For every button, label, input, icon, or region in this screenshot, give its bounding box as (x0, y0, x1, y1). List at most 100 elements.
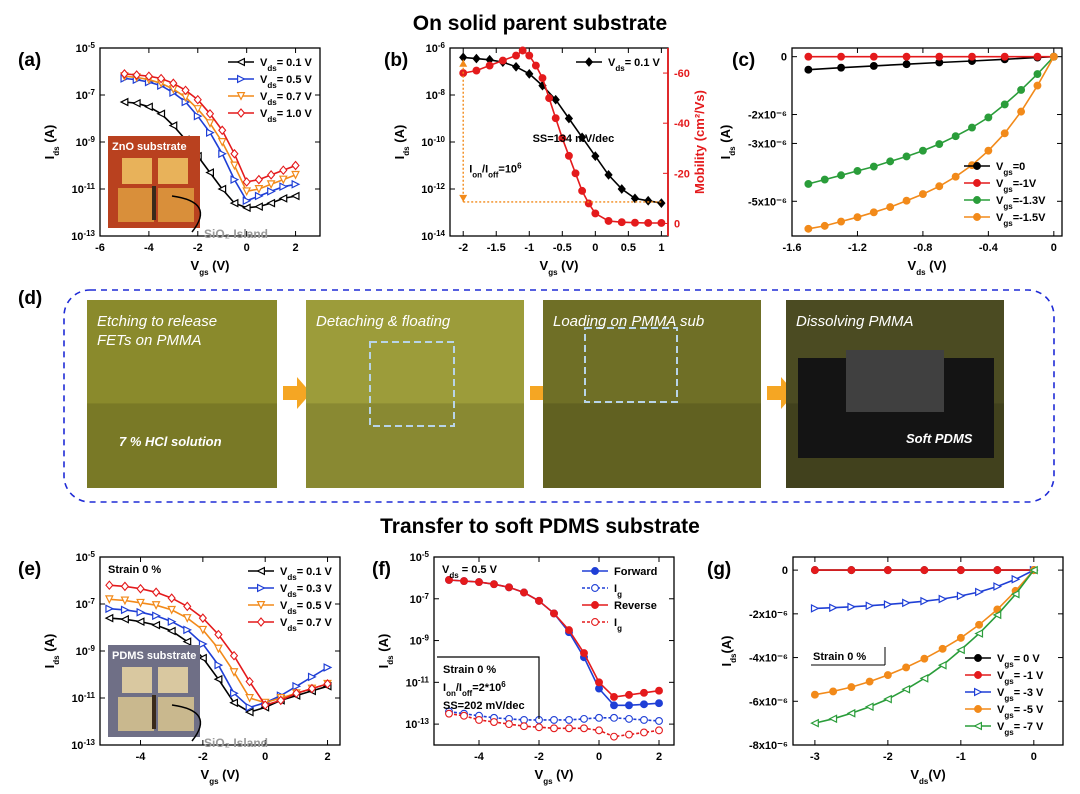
y-tick-label: 10-5 (76, 550, 96, 565)
legend-label: Vds= 1.0 V (260, 108, 313, 124)
data-point (1029, 565, 1038, 575)
legend-marker (973, 162, 981, 170)
data-point (131, 98, 141, 108)
x-tick-label: -2 (883, 751, 893, 763)
x-tick-label: 0 (596, 751, 602, 763)
panel-tag-c: (c) (732, 50, 755, 71)
data-point (278, 194, 288, 203)
data-point (525, 69, 534, 79)
data-point (119, 97, 129, 107)
data-point (625, 730, 633, 739)
data-point (105, 604, 115, 614)
data-point (595, 678, 603, 687)
data-point (144, 102, 153, 112)
data-point (169, 78, 178, 89)
process-caption: Detaching & floating (316, 313, 451, 330)
y-tick-label: 10-9 (410, 633, 430, 648)
data-point (865, 601, 875, 611)
data-point (460, 711, 468, 720)
data-point (901, 684, 911, 694)
data-point (902, 196, 911, 205)
y-axis-label: Ids (A) (718, 125, 737, 160)
x-tick-label: -2 (534, 751, 544, 763)
process-step-2: Detaching & floating (306, 300, 524, 488)
data-point (935, 52, 944, 61)
data-point (595, 726, 603, 735)
y2-tick-label: -20 (674, 168, 690, 180)
data-point (229, 650, 239, 661)
data-point (595, 713, 603, 722)
legend-label: Vgs=-1.5V (996, 212, 1046, 228)
x-tick-label: 0 (592, 242, 598, 254)
process-caption: Dissolving PMMA (796, 313, 914, 330)
data-point (847, 683, 856, 692)
annotation-onoff: Ion/Ioff=106 (469, 161, 522, 179)
legend-marker (974, 687, 983, 697)
legend-marker (236, 92, 246, 101)
data-point (938, 594, 948, 604)
legend-label: Vds= 0.7 V (280, 617, 333, 633)
legend-label: Vgs=-1.3V (996, 195, 1046, 211)
data-point (104, 595, 114, 605)
data-point (242, 177, 251, 187)
data-point (254, 185, 264, 194)
data-point (550, 715, 558, 724)
legend-label: Vds= 0.3 V (280, 583, 333, 599)
data-point (445, 576, 453, 584)
annotation-onoff: Ion/Ioff=2*106 (443, 680, 506, 698)
data-point (475, 578, 483, 587)
data-point (920, 566, 929, 575)
legend-item: Vgs=-1.3V (964, 195, 1046, 211)
x-tick-label: 0 (1031, 751, 1037, 763)
process-border (63, 289, 1055, 503)
data-point (151, 620, 161, 630)
data-point (804, 52, 813, 61)
legend-item: Vgs=-1.5V (964, 212, 1046, 228)
data-point (156, 109, 166, 119)
data-point (193, 94, 202, 105)
y-tick-label: -5x10⁻⁶ (748, 196, 787, 208)
inset-channel (152, 186, 156, 220)
data-point (205, 108, 215, 119)
legend-marker (256, 601, 266, 610)
series-line-0 (808, 55, 1054, 71)
data-point (217, 138, 227, 147)
y-tick-label: 10-13 (405, 717, 429, 732)
data-point (1033, 81, 1042, 90)
x-tick-label: -0.8 (913, 242, 932, 254)
data-point (591, 151, 600, 161)
data-point (205, 168, 214, 177)
data-point (975, 620, 984, 629)
data-point (644, 195, 653, 206)
data-point (919, 673, 929, 683)
data-point (810, 690, 819, 699)
data-point (230, 175, 240, 184)
inset-caption: SiO₂ Island (204, 227, 268, 241)
data-point (151, 601, 161, 610)
data-point (829, 603, 838, 613)
legend-marker (973, 213, 981, 221)
y-tick-label: 0 (781, 52, 787, 64)
data-point (968, 52, 976, 61)
data-point (229, 198, 239, 208)
process-arrow-icon (283, 377, 311, 409)
data-point (136, 607, 146, 617)
legend-label: Vgs= -5 V (997, 704, 1044, 720)
data-point (230, 161, 239, 171)
data-point (810, 604, 820, 613)
data-point (244, 707, 254, 717)
series-line-0 (463, 56, 662, 204)
data-point (242, 187, 252, 197)
data-point (261, 700, 270, 710)
data-point (505, 583, 513, 592)
legend-marker (236, 108, 246, 118)
data-point (625, 701, 633, 710)
y-axis-label: Ids(A) (719, 635, 738, 666)
data-point (254, 174, 264, 185)
data-point (120, 614, 129, 624)
series-line-4 (814, 569, 1035, 724)
inset-channel (152, 695, 156, 729)
data-point (837, 171, 846, 180)
data-point (276, 695, 285, 706)
data-point (992, 610, 1002, 620)
